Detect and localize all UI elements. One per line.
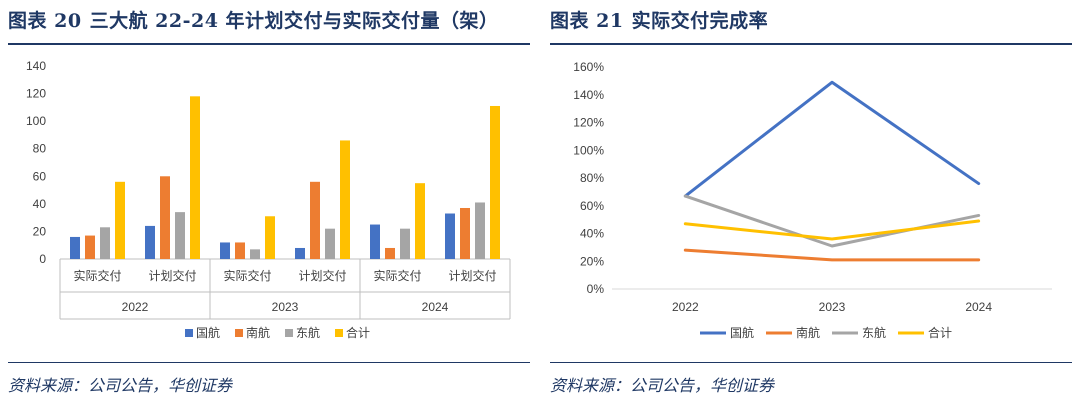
y-tick-label: 140%	[573, 88, 604, 102]
y-tick-label: 0	[39, 252, 46, 266]
y-tick-label: 60	[33, 169, 47, 183]
bar-国航-5	[445, 213, 455, 259]
y-tick-label: 100	[26, 114, 46, 128]
y-tick-label: 100%	[573, 143, 604, 157]
legend-label-国航: 国航	[730, 325, 754, 340]
bar-南航-3	[310, 181, 320, 259]
legend-label-东航: 东航	[296, 325, 320, 340]
bar-东航-4	[400, 228, 410, 259]
legend-label-国航: 国航	[196, 325, 220, 340]
bar-国航-2	[220, 242, 230, 259]
right-figure-title: 图表 21 实际交付完成率	[550, 6, 776, 33]
left-title-rule	[8, 43, 530, 45]
y-tick-label: 80	[33, 142, 47, 156]
bar-东航-0	[100, 227, 110, 259]
bar-国航-4	[370, 224, 380, 259]
left-figure-title-text: 三大航 22-24 年计划交付与实际交付量（架）	[89, 10, 499, 32]
left-figure-label: 图表 20	[8, 10, 82, 32]
bar-南航-5	[460, 207, 470, 259]
right-figure-title-text: 实际交付完成率	[631, 10, 769, 32]
y-tick-label: 0%	[587, 282, 605, 296]
bar-南航-1	[160, 176, 170, 259]
right-source-note: 资料来源：公司公告，华创证券	[550, 376, 775, 395]
y-tick-label: 120	[26, 87, 46, 101]
line-chart: 0% 20% 40% 60% 80% 100% 120% 140% 160% 2022 2023 20…	[573, 60, 1052, 340]
x-group-label: 2022	[122, 300, 149, 314]
x-tick-label: 2023	[819, 300, 846, 314]
bar-合计-3	[340, 140, 350, 259]
legend-label-合计: 合计	[346, 325, 370, 340]
y-tick-label: 20%	[580, 254, 604, 268]
bar-南航-4	[385, 247, 395, 259]
bar-南航-2	[235, 242, 245, 259]
bar-合计-4	[415, 183, 425, 259]
bar-国航-1	[145, 225, 155, 259]
y-tick-label: 140	[26, 59, 46, 73]
bar-国航-3	[295, 247, 305, 259]
legend-swatch-南航	[235, 329, 243, 337]
x-tick-label: 2024	[965, 300, 992, 314]
right-title-rule	[550, 43, 1072, 45]
y-tick-label: 40	[33, 197, 47, 211]
left-source-note: 资料来源：公司公告，华创证券	[8, 376, 233, 395]
legend-label-南航: 南航	[246, 325, 270, 340]
right-figure-label: 图表 21	[550, 10, 624, 32]
left-source-rule	[8, 362, 530, 363]
bar-国航-0	[70, 236, 80, 259]
bar-东航-1	[175, 212, 185, 259]
bar-合计-1	[190, 96, 200, 259]
series-line-南航	[683, 248, 981, 262]
left-figure-panel: 图表 20 三大航 22-24 年计划交付与实际交付量（架） 0 20 40 60 80 1…	[8, 0, 530, 403]
x-subcategory-label: 实际交付	[73, 268, 121, 283]
y-tick-label: 60%	[580, 199, 604, 213]
series-line-合计	[683, 219, 981, 241]
right-source-rule	[550, 362, 1072, 363]
legend-label-南航: 南航	[796, 325, 820, 340]
y-tick-label: 20	[33, 224, 47, 238]
x-subcategory-label: 计划交付	[148, 268, 196, 283]
legend-label-东航: 东航	[862, 325, 886, 340]
bar-合计-2	[265, 216, 275, 259]
bar-东航-2	[250, 249, 260, 259]
right-figure-panel: 图表 21 实际交付完成率 0% 20% 40% 60% 80% 100% 120% 140% 1…	[550, 0, 1072, 403]
bar-东航-5	[475, 202, 485, 259]
x-tick-label: 2022	[672, 300, 699, 314]
bar-合计-5	[490, 105, 500, 259]
bar-南航-0	[85, 235, 95, 259]
y-tick-label: 160%	[573, 60, 604, 74]
bar-chart: 0 20 40 60 80 100 120 140 实际交付 计划交付 实际交付 计划交付 实际交付 计划…	[26, 59, 511, 340]
legend-swatch-国航	[185, 329, 193, 337]
y-tick-label: 120%	[573, 116, 604, 130]
bar-东航-3	[325, 228, 335, 259]
x-subcategory-label: 计划交付	[448, 268, 496, 283]
x-group-label: 2023	[272, 300, 299, 314]
legend-label-合计: 合计	[928, 325, 952, 340]
series-line-国航	[683, 80, 981, 198]
left-figure-title: 图表 20 三大航 22-24 年计划交付与实际交付量（架）	[8, 6, 507, 33]
x-subcategory-label: 实际交付	[223, 268, 271, 283]
y-tick-label: 40%	[580, 227, 604, 241]
bar-合计-0	[115, 181, 125, 259]
x-group-label: 2024	[422, 300, 449, 314]
x-subcategory-label: 计划交付	[298, 268, 346, 283]
x-subcategory-label: 实际交付	[373, 268, 421, 283]
y-tick-label: 80%	[580, 171, 604, 185]
legend-swatch-东航	[285, 329, 293, 337]
legend-swatch-合计	[335, 329, 343, 337]
